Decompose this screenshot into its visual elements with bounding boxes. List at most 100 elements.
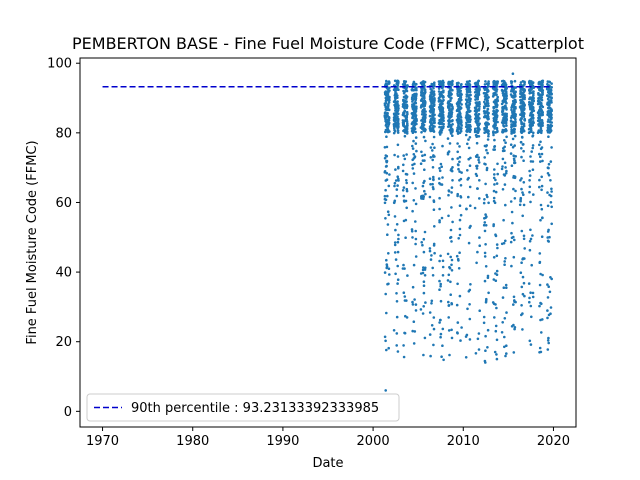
data-point: [383, 201, 387, 205]
data-point: [460, 326, 463, 329]
data-point: [477, 92, 481, 96]
data-point: [438, 121, 441, 125]
data-point: [513, 161, 517, 165]
data-point: [432, 111, 435, 114]
data-point: [547, 118, 550, 121]
data-point: [546, 126, 550, 129]
data-point: [438, 196, 441, 200]
data-point: [422, 266, 425, 269]
data-point: [414, 237, 418, 241]
data-point: [519, 271, 523, 275]
data-point: [521, 214, 524, 218]
data-point: [503, 139, 506, 142]
data-point: [402, 154, 406, 157]
data-point: [430, 106, 433, 110]
data-point: [422, 305, 426, 308]
data-point: [404, 314, 407, 318]
data-point: [468, 83, 472, 87]
data-point: [492, 80, 495, 84]
data-point: [509, 152, 513, 155]
data-point: [450, 83, 453, 87]
data-point: [520, 304, 523, 307]
data-point: [486, 346, 489, 349]
data-point: [521, 80, 525, 83]
data-point: [394, 87, 397, 91]
data-point: [522, 114, 525, 117]
data-point: [438, 318, 442, 322]
data-point: [396, 250, 400, 254]
data-point: [414, 142, 418, 145]
data-point: [420, 131, 423, 134]
data-point: [414, 97, 418, 100]
data-point: [527, 127, 531, 131]
data-point: [503, 317, 507, 320]
data-point: [468, 115, 472, 119]
data-point: [520, 95, 524, 98]
data-point: [432, 175, 435, 179]
data-point: [411, 209, 414, 213]
data-point: [440, 216, 444, 220]
data-point: [405, 206, 409, 210]
data-point: [541, 159, 544, 163]
data-point: [522, 181, 526, 184]
data-point: [394, 228, 397, 232]
data-point: [512, 157, 516, 160]
data-point: [395, 92, 398, 95]
data-point: [467, 157, 471, 161]
data-point: [510, 132, 513, 135]
plot-area-frame: [79, 57, 577, 428]
data-point: [482, 110, 486, 113]
data-point: [448, 265, 451, 269]
data-point: [494, 329, 498, 333]
data-point: [414, 255, 418, 258]
y-tick-label: 100: [47, 57, 72, 72]
data-point: [438, 167, 441, 170]
data-point: [450, 115, 453, 118]
data-point: [546, 236, 549, 239]
data-point: [428, 95, 432, 99]
data-point: [528, 296, 531, 300]
data-point: [423, 99, 427, 103]
data-point: [538, 304, 541, 308]
data-point: [432, 154, 435, 157]
data-point: [476, 187, 479, 190]
data-point: [532, 193, 535, 196]
data-point: [429, 258, 433, 261]
data-point: [531, 144, 535, 147]
data-point: [511, 112, 514, 115]
data-point: [468, 120, 472, 123]
data-point: [439, 299, 443, 303]
data-point: [465, 121, 468, 125]
data-point: [486, 151, 489, 155]
data-point: [519, 83, 522, 87]
data-point: [422, 81, 426, 84]
x-axis-title: Date: [312, 456, 343, 471]
data-point: [396, 282, 399, 285]
data-point: [549, 96, 553, 99]
data-point: [450, 328, 453, 332]
data-point: [385, 115, 389, 118]
data-point: [402, 123, 405, 126]
data-point: [478, 122, 481, 125]
data-point: [504, 166, 507, 169]
data-point: [385, 159, 389, 163]
data-point: [529, 200, 532, 204]
data-point: [456, 157, 460, 160]
data-point: [477, 156, 481, 159]
data-point: [415, 82, 418, 86]
data-point: [539, 114, 542, 117]
data-point: [446, 125, 450, 128]
data-point: [395, 315, 399, 319]
data-point: [396, 143, 400, 147]
data-point: [387, 346, 391, 350]
data-point: [459, 119, 463, 122]
data-point: [483, 105, 486, 109]
data-point: [540, 302, 543, 306]
data-point: [414, 202, 418, 206]
data-point: [447, 329, 451, 332]
data-point: [495, 306, 498, 310]
data-point: [520, 111, 524, 115]
data-point: [486, 129, 490, 132]
data-point: [547, 313, 551, 317]
data-point: [451, 157, 454, 161]
